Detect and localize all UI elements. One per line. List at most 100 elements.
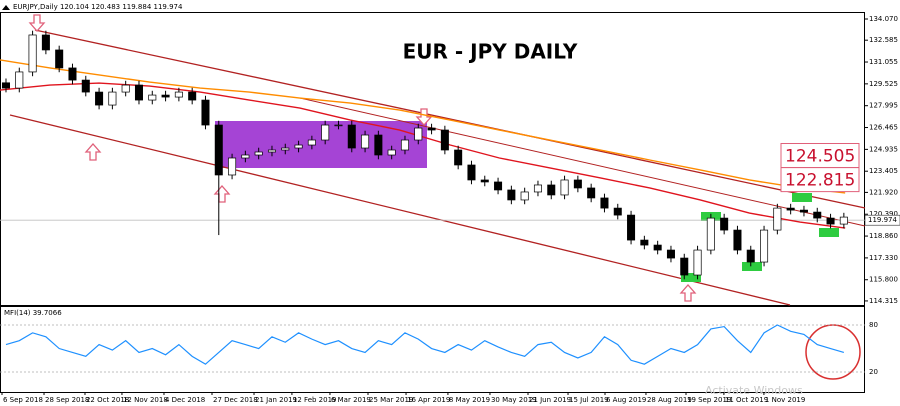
candle-body (188, 91, 197, 101)
y-tick-label: 121.920 (869, 188, 898, 196)
marker (819, 228, 839, 237)
candle-body (627, 214, 636, 241)
y-tick-label: 131.055 (869, 58, 898, 66)
candle-body (28, 34, 37, 73)
arrow-up (84, 143, 102, 161)
header: EURJPY,Daily 120.104 120.483 119.884 119… (13, 3, 183, 11)
candle-body (494, 181, 503, 191)
marker (792, 193, 812, 202)
header-icon (2, 5, 10, 10)
candle-body (799, 209, 808, 213)
candle-body (55, 49, 64, 69)
x-tick-label: 1 Nov 2019 (765, 396, 805, 404)
indicator-line (5, 324, 845, 365)
candle-body (733, 229, 742, 251)
candle-body (174, 91, 183, 98)
price-label-box (780, 167, 860, 193)
candle-body (254, 151, 263, 156)
candle-body (400, 139, 409, 151)
candle-body (307, 139, 316, 146)
candle-body (347, 124, 356, 149)
x-tick-label: 12 Nov 2018 (123, 396, 168, 404)
price-label: 124.505 (785, 147, 855, 167)
candle-body (520, 191, 529, 201)
candle-body (68, 67, 77, 81)
x-tick-label: 6 Mar 2019 (331, 396, 371, 404)
price-label: 122.815 (785, 171, 855, 191)
candle-body (547, 184, 556, 196)
candle-body (108, 91, 117, 106)
x-tick-label: 25 Mar 2019 (369, 396, 413, 404)
candle-body (467, 164, 476, 181)
y-tick-label: 127.995 (869, 102, 898, 110)
x-tick-label: 16 Apr 2019 (407, 396, 450, 404)
candle-body (640, 239, 649, 246)
y-tick-label: 126.465 (869, 124, 898, 132)
y-tick-label: 80 (869, 321, 878, 329)
candle-body (201, 99, 210, 126)
arrow-down (415, 108, 433, 126)
candle-body (760, 229, 769, 263)
candle-body (480, 179, 489, 183)
x-tick-label: 21 Jan 2019 (255, 396, 297, 404)
candle-body (387, 149, 396, 156)
candle-body (148, 94, 157, 101)
y-tick-label: 117.330 (869, 254, 898, 262)
candle-body (560, 179, 569, 196)
x-tick-label: 27 Dec 2018 (213, 396, 258, 404)
candle-body (680, 257, 689, 276)
channel-line (34, 29, 866, 209)
arrow-up (679, 284, 697, 302)
candle-body (228, 157, 237, 176)
moving-average (0, 59, 846, 194)
candle-body (294, 144, 303, 149)
trend-line (299, 97, 866, 227)
channel-line (9, 114, 791, 306)
x-tick-label: 4 Dec 2018 (165, 396, 205, 404)
y-tick-label: 120.390 (869, 210, 898, 218)
x-tick-label: 22 Oct 2018 (86, 396, 129, 404)
candle-body (706, 217, 715, 251)
y-tick-label: 115.800 (869, 276, 898, 284)
candle-body (95, 91, 104, 106)
candle-body (440, 129, 449, 151)
chart-title: EUR - JPY DAILY (403, 40, 578, 64)
x-tick-label: 11 Oct 2019 (725, 396, 768, 404)
candle-body (414, 127, 423, 141)
x-tick-label: 6 Aug 2019 (606, 396, 646, 404)
candle-body (374, 134, 383, 156)
candle-body (839, 216, 848, 225)
candle-body (773, 207, 782, 231)
candle-body (813, 211, 822, 219)
last-price-box (864, 214, 900, 226)
candle-body (600, 197, 609, 209)
candle-body (214, 124, 223, 176)
y-tick-label: 124.935 (869, 145, 898, 153)
x-tick-label: 21 Jun 2019 (529, 396, 571, 404)
candle-body (786, 207, 795, 211)
candle-body (587, 187, 596, 199)
x-tick-label: 6 Sep 2018 (3, 396, 43, 404)
candle-body (427, 127, 436, 131)
candle-body (161, 94, 170, 98)
candle-body (666, 249, 675, 259)
y-tick-label: 123.405 (869, 167, 898, 175)
x-tick-label: 28 Sep 2018 (45, 396, 89, 404)
x-tick-label: 8 May 2019 (449, 396, 490, 404)
y-tick-label: 129.525 (869, 80, 898, 88)
y-tick-label: 118.860 (869, 232, 898, 240)
x-tick-label: 19 Sep 2019 (687, 396, 731, 404)
candle-body (507, 189, 516, 201)
last-price-label: 119.974 (868, 216, 897, 224)
candle-body (693, 249, 702, 276)
y-tick-label: 132.585 (869, 36, 898, 44)
marker (681, 273, 701, 282)
consolidation-zone (215, 121, 427, 168)
watermark: Activate Windows (705, 384, 803, 397)
candle-body (241, 154, 250, 159)
marker (742, 262, 762, 271)
indicator-label: MFI(14) 39.7066 (4, 309, 62, 317)
